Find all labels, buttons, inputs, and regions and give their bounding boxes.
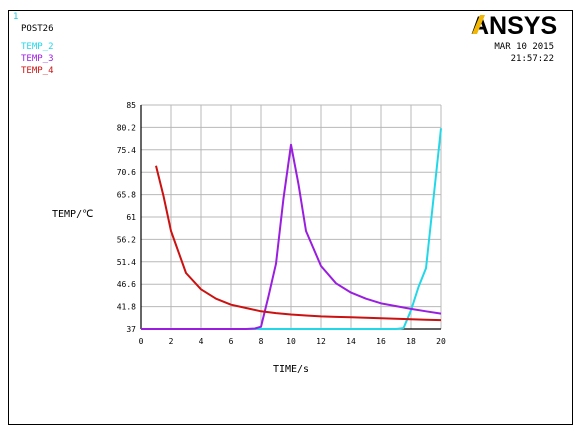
y-tick-label: 61 bbox=[126, 213, 136, 222]
y-tick-label: 70.6 bbox=[117, 168, 136, 177]
x-tick-label: 4 bbox=[199, 337, 204, 346]
ansys-logo: ANSYS bbox=[471, 12, 563, 42]
y-tick-label: 46.6 bbox=[117, 280, 136, 289]
y-tick-label: 51.4 bbox=[117, 258, 136, 267]
legend-entry-temp-3: TEMP_3 bbox=[21, 54, 54, 64]
x-tick-label: 8 bbox=[259, 337, 264, 346]
y-tick-label: 56.2 bbox=[117, 235, 136, 244]
date-label: MAR 10 2015 bbox=[494, 42, 554, 52]
x-tick-label: 14 bbox=[346, 337, 356, 346]
time-label: 21:57:22 bbox=[510, 54, 554, 64]
x-tick-label: 16 bbox=[376, 337, 386, 346]
legend-entry-temp-4: TEMP_4 bbox=[21, 66, 54, 76]
series-line-temp-4 bbox=[155, 165, 442, 322]
x-tick-label: 20 bbox=[436, 337, 446, 346]
graphics-window-frame bbox=[8, 10, 573, 425]
y-tick-label: 75.4 bbox=[117, 146, 136, 155]
y-tick-label: 80.2 bbox=[117, 123, 136, 132]
y-tick-label: 37 bbox=[126, 325, 136, 334]
x-tick-label: 12 bbox=[316, 337, 326, 346]
series-line-temp-3 bbox=[141, 143, 442, 330]
x-tick-label: 6 bbox=[229, 337, 234, 346]
x-tick-label: 2 bbox=[169, 337, 174, 346]
y-tick-label: 65.8 bbox=[117, 191, 136, 200]
x-tick-label: 18 bbox=[406, 337, 416, 346]
x-tick-label: 10 bbox=[286, 337, 296, 346]
ansys-logo-text: ANSYS bbox=[471, 12, 557, 38]
window-number: 1 bbox=[13, 12, 19, 22]
x-axis-label: TIME/s bbox=[273, 364, 309, 375]
y-axis-label: TEMP/℃ bbox=[52, 209, 93, 220]
y-tick-label: 85 bbox=[126, 101, 136, 110]
y-tick-label: 41.8 bbox=[117, 303, 136, 312]
logo-accent-icon bbox=[472, 15, 485, 34]
program-label: POST26 bbox=[21, 24, 54, 34]
x-tick-label: 0 bbox=[139, 337, 144, 346]
legend-entry-temp-2: TEMP_2 bbox=[21, 42, 54, 52]
